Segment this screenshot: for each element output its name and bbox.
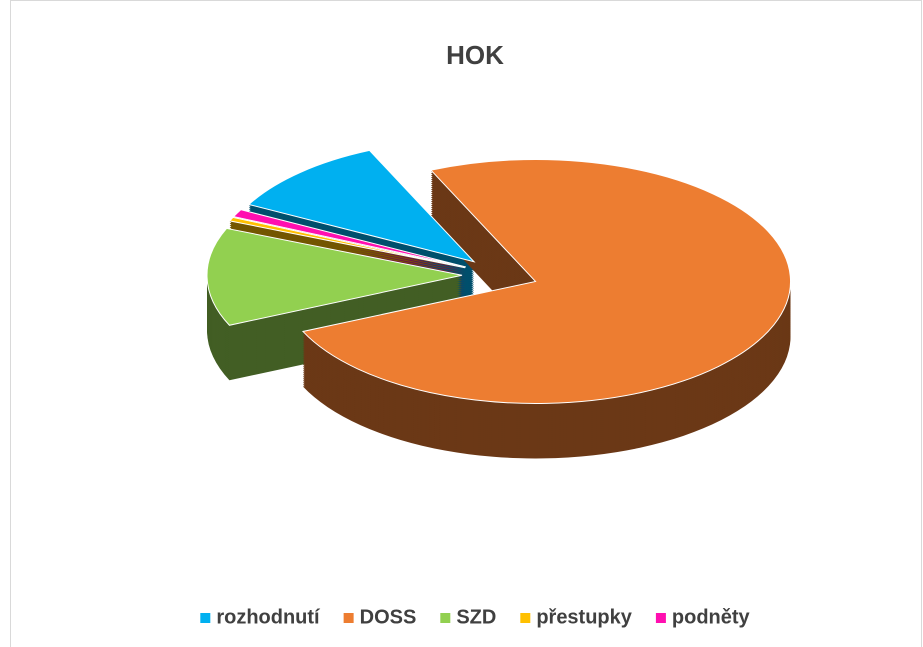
slice bbox=[228, 216, 466, 269]
chart-title: HOK bbox=[446, 40, 504, 70]
slice bbox=[301, 158, 791, 404]
legend-label: podněty bbox=[672, 606, 751, 628]
legend-label: rozhodnutí bbox=[216, 606, 321, 628]
legend-swatch bbox=[655, 613, 666, 623]
legend-swatch bbox=[200, 613, 211, 623]
legend-label: SZD bbox=[456, 606, 496, 628]
slice bbox=[232, 209, 467, 268]
legend-swatch bbox=[440, 613, 451, 623]
slice bbox=[247, 149, 476, 263]
legend-label: DOSS bbox=[360, 606, 417, 628]
legend-label: přestupky bbox=[536, 606, 632, 628]
legend: rozhodnutí DOSS SZD přestupky podněty bbox=[200, 606, 751, 628]
slice bbox=[206, 227, 463, 326]
legend-swatch bbox=[343, 613, 354, 623]
legend-swatch bbox=[520, 613, 531, 623]
